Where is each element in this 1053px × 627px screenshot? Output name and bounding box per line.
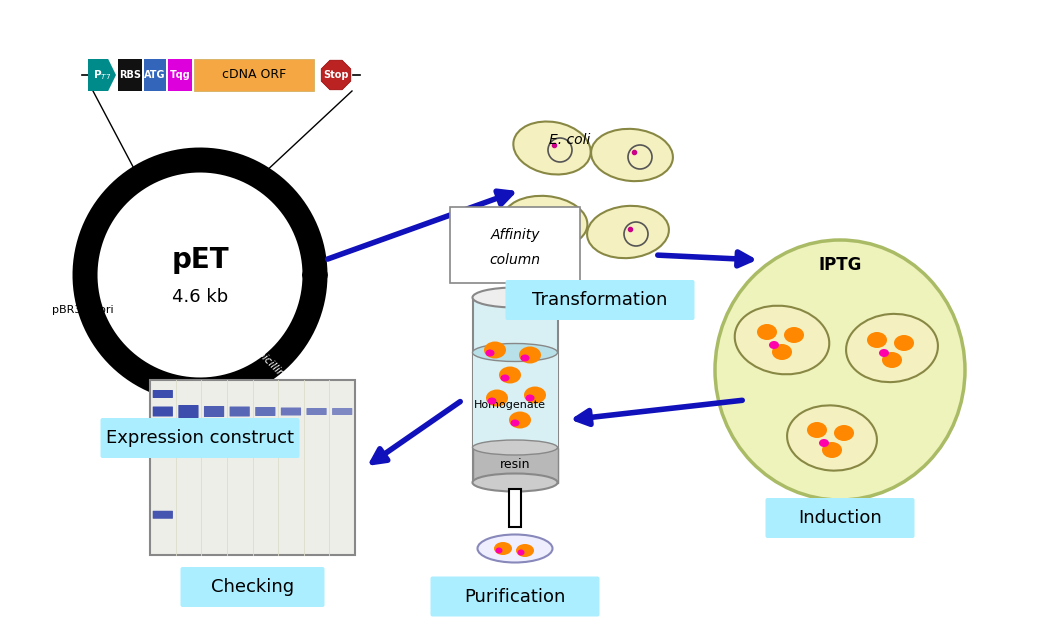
Ellipse shape: [524, 386, 547, 404]
Text: Induction: Induction: [798, 509, 881, 527]
FancyBboxPatch shape: [118, 59, 142, 91]
FancyBboxPatch shape: [332, 408, 353, 415]
Ellipse shape: [787, 406, 877, 471]
Text: Checking: Checking: [211, 578, 294, 596]
FancyBboxPatch shape: [153, 406, 173, 416]
FancyBboxPatch shape: [450, 206, 580, 283]
FancyBboxPatch shape: [255, 407, 276, 416]
FancyBboxPatch shape: [180, 567, 324, 607]
FancyBboxPatch shape: [153, 390, 173, 398]
Ellipse shape: [846, 314, 938, 382]
Ellipse shape: [488, 398, 497, 404]
Ellipse shape: [588, 206, 669, 258]
FancyBboxPatch shape: [281, 408, 301, 416]
Ellipse shape: [784, 327, 804, 343]
FancyBboxPatch shape: [766, 498, 914, 538]
Text: ATG: ATG: [144, 70, 165, 80]
Ellipse shape: [867, 332, 887, 348]
Text: 4.6 kb: 4.6 kb: [172, 288, 229, 306]
Ellipse shape: [499, 367, 521, 384]
FancyBboxPatch shape: [153, 511, 173, 519]
Ellipse shape: [879, 349, 889, 357]
Ellipse shape: [473, 473, 557, 492]
Polygon shape: [321, 60, 351, 90]
Ellipse shape: [715, 240, 965, 500]
Text: resin: resin: [500, 458, 531, 472]
Ellipse shape: [807, 422, 827, 438]
Ellipse shape: [486, 389, 508, 406]
Text: Purification: Purification: [464, 587, 565, 606]
Ellipse shape: [516, 544, 534, 557]
Ellipse shape: [525, 394, 535, 401]
Polygon shape: [473, 297, 557, 483]
FancyBboxPatch shape: [204, 406, 224, 417]
FancyBboxPatch shape: [306, 408, 326, 415]
Ellipse shape: [511, 419, 519, 426]
Ellipse shape: [517, 549, 524, 556]
Ellipse shape: [513, 122, 591, 174]
Polygon shape: [473, 448, 557, 483]
Ellipse shape: [822, 442, 842, 458]
Ellipse shape: [520, 354, 530, 362]
Ellipse shape: [509, 411, 531, 428]
FancyBboxPatch shape: [505, 280, 695, 320]
Text: Affinity: Affinity: [491, 228, 540, 243]
Ellipse shape: [834, 425, 854, 441]
Polygon shape: [473, 352, 557, 453]
Text: pET: pET: [172, 246, 229, 274]
Ellipse shape: [591, 129, 673, 181]
Text: Ampicillin: Ampicillin: [243, 335, 286, 379]
Ellipse shape: [473, 288, 557, 307]
FancyBboxPatch shape: [230, 406, 250, 416]
FancyBboxPatch shape: [194, 59, 314, 91]
Text: P$_{T7}$: P$_{T7}$: [93, 68, 111, 82]
Ellipse shape: [894, 335, 914, 351]
Ellipse shape: [519, 347, 541, 364]
FancyBboxPatch shape: [150, 380, 355, 555]
FancyBboxPatch shape: [178, 405, 199, 418]
Ellipse shape: [500, 374, 510, 381]
Ellipse shape: [473, 344, 557, 362]
FancyBboxPatch shape: [431, 576, 599, 616]
Text: pBR322 ori: pBR322 ori: [52, 305, 114, 315]
Ellipse shape: [769, 341, 779, 349]
Ellipse shape: [494, 542, 512, 555]
Ellipse shape: [819, 439, 829, 447]
FancyBboxPatch shape: [144, 59, 166, 91]
Ellipse shape: [502, 196, 588, 248]
Ellipse shape: [484, 342, 506, 359]
Text: Homogenate: Homogenate: [474, 400, 547, 410]
Ellipse shape: [473, 440, 557, 455]
Polygon shape: [509, 488, 521, 527]
Ellipse shape: [485, 349, 495, 357]
Ellipse shape: [477, 534, 553, 562]
Ellipse shape: [735, 306, 830, 374]
Text: cDNA ORF: cDNA ORF: [222, 68, 286, 82]
Text: Expression construct: Expression construct: [106, 429, 294, 447]
Ellipse shape: [496, 547, 502, 554]
Text: E. coli: E. coli: [550, 133, 591, 147]
Text: Transformation: Transformation: [533, 291, 668, 309]
Text: IPTG: IPTG: [818, 256, 861, 274]
Polygon shape: [88, 59, 116, 91]
FancyBboxPatch shape: [100, 418, 299, 458]
Polygon shape: [95, 170, 305, 380]
Ellipse shape: [882, 352, 902, 368]
Text: RBS: RBS: [119, 70, 141, 80]
Ellipse shape: [772, 344, 792, 360]
Ellipse shape: [757, 324, 777, 340]
Text: Tqg: Tqg: [170, 70, 191, 80]
Text: Stop: Stop: [323, 70, 349, 80]
FancyBboxPatch shape: [168, 59, 192, 91]
FancyBboxPatch shape: [153, 450, 173, 458]
Text: column: column: [490, 253, 540, 266]
